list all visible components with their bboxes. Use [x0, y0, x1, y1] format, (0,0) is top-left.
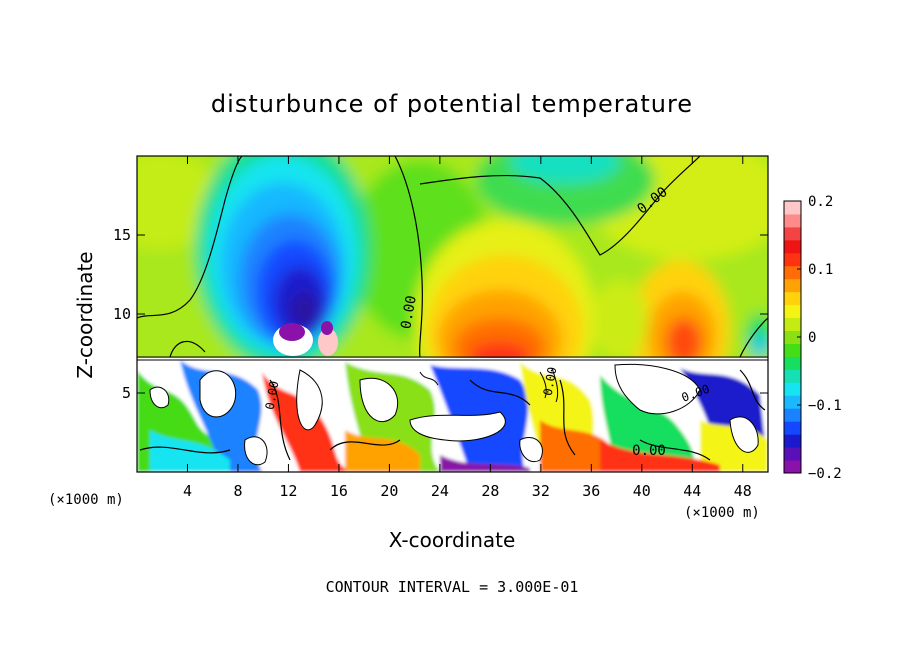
- colorbar-tick-label: −0.1: [808, 398, 842, 414]
- colorbar-tick-label: 0: [808, 330, 816, 346]
- plot-area: [137, 156, 768, 472]
- colorbar-swatch: [784, 356, 801, 370]
- colorbar-swatch: [784, 291, 801, 306]
- x-tick-label: 44: [683, 482, 701, 500]
- colorbar-swatch: [784, 369, 801, 383]
- x-tick-label: 32: [532, 482, 550, 500]
- colorbar-tick-label: 0.2: [808, 194, 833, 210]
- y-axis-title: Z-coordinate: [73, 251, 97, 378]
- colorbar-swatch: [784, 382, 801, 396]
- colorbar-swatch: [784, 395, 801, 409]
- colorbar-swatch: [784, 447, 801, 461]
- x-unit-label-right: (×1000 m): [684, 505, 760, 521]
- y-tick-label: 5: [122, 384, 131, 402]
- contour-label: 0.00: [398, 294, 420, 330]
- x-unit-label-left: (×1000 m): [48, 492, 124, 508]
- x-tick-label: 48: [734, 482, 752, 500]
- colorbar-tick-label: −0.2: [808, 466, 842, 482]
- colorbar-swatch: [784, 278, 801, 293]
- x-tick-label: 12: [279, 482, 297, 500]
- lower-field: [137, 358, 768, 472]
- colorbar-swatch: [784, 239, 801, 254]
- y-tick-label: 10: [113, 305, 131, 323]
- x-tick-label: 4: [183, 482, 192, 500]
- colorbar-swatch: [784, 317, 801, 332]
- contour-label: 0.00: [263, 380, 282, 411]
- x-tick-label: 16: [330, 482, 348, 500]
- colorbar-swatch: [784, 252, 801, 267]
- colorbar-swatch: [784, 201, 801, 215]
- contour-label: 0.00: [632, 443, 666, 459]
- contour-label: 0.00: [541, 366, 560, 397]
- colorbar-swatch: [784, 421, 801, 435]
- colorbar-swatch: [784, 330, 801, 344]
- x-axis-title: X-coordinate: [389, 528, 516, 552]
- colorbar-swatch: [784, 460, 801, 474]
- colorbar: 0.2 0.1 0 −0.1 −0.2: [783, 194, 842, 482]
- contour-labels: 0.00 0.00 0.00 0.00 0.00 0.00: [263, 184, 712, 459]
- x-tick-label: 40: [633, 482, 651, 500]
- y-axis: 5 10 15: [113, 226, 768, 402]
- contour-interval-note: CONTOUR INTERVAL = 3.000E-01: [326, 578, 579, 596]
- interface-line: [137, 356, 768, 361]
- colorbar-swatch: [784, 343, 801, 357]
- colorbar-swatch: [784, 226, 801, 241]
- x-axis: 4 8 12 16 20 24 28 32 36 40 44 48: [183, 156, 752, 500]
- y-tick-label: 15: [113, 226, 131, 244]
- x-tick-label: 20: [380, 482, 398, 500]
- x-tick-label: 8: [233, 482, 242, 500]
- zero-contours: [137, 156, 768, 358]
- chart-title: disturbunce of potential temperature: [211, 90, 693, 118]
- colorbar-swatch: [784, 408, 801, 422]
- colorbar-swatch: [784, 265, 801, 280]
- x-tick-label: 36: [582, 482, 600, 500]
- x-tick-label: 24: [431, 482, 449, 500]
- colorbar-swatch: [784, 304, 801, 319]
- colorbar-tick-label: 0.1: [808, 262, 833, 278]
- colorbar-swatch: [784, 213, 801, 228]
- colorbar-swatch: [784, 434, 801, 448]
- x-tick-label: 28: [481, 482, 499, 500]
